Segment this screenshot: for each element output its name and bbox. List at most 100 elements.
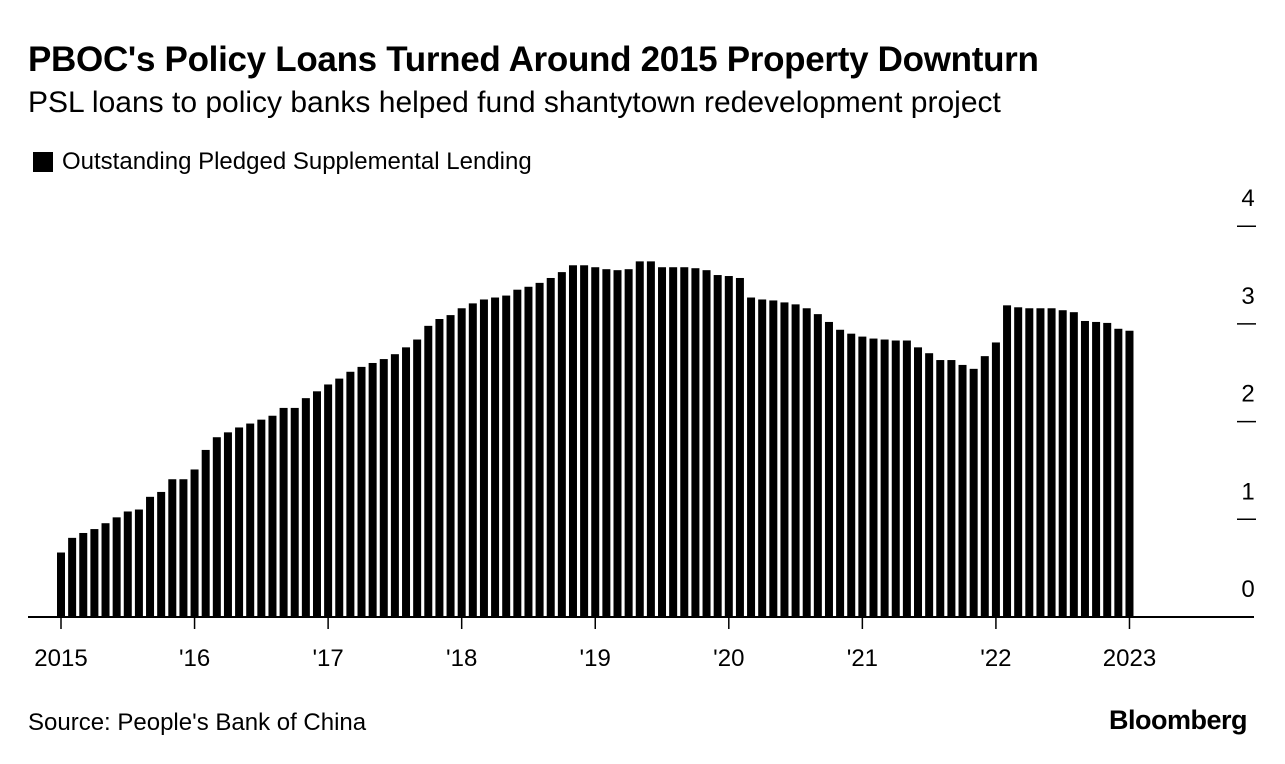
bar <box>112 517 121 617</box>
bar <box>402 347 411 617</box>
bar <box>424 325 433 617</box>
bar <box>858 336 867 617</box>
bar <box>824 321 833 617</box>
bar <box>613 270 622 617</box>
bar <box>1047 308 1056 617</box>
bar <box>691 268 700 617</box>
x-tick-label: 2015 <box>34 645 87 672</box>
x-tick-label: '19 <box>580 645 611 672</box>
y-tick-label: 3 <box>1241 283 1254 310</box>
bar <box>769 300 778 617</box>
bar <box>958 364 967 617</box>
x-tick-label: '16 <box>179 645 210 672</box>
bar <box>57 552 65 617</box>
bar <box>591 267 600 617</box>
bar <box>936 360 945 617</box>
bar <box>279 407 288 617</box>
bar <box>758 299 767 617</box>
bar <box>580 265 589 617</box>
x-tick-label: '17 <box>312 645 343 672</box>
bar <box>479 299 488 617</box>
bar <box>324 384 333 617</box>
bar <box>357 366 366 617</box>
bar <box>635 261 644 617</box>
bar <box>557 272 566 617</box>
bar <box>524 286 533 617</box>
bar <box>1114 328 1123 617</box>
bar <box>1092 321 1101 617</box>
bar <box>1069 312 1078 617</box>
source-note: Source: People's Bank of China <box>28 709 367 736</box>
bar <box>468 303 477 617</box>
bar <box>791 304 800 617</box>
bar <box>602 269 611 617</box>
bar <box>1003 305 1012 617</box>
bar <box>235 427 244 617</box>
bar <box>101 523 110 617</box>
bar <box>680 267 689 617</box>
bar <box>502 295 511 617</box>
bar <box>1014 307 1023 617</box>
bar <box>257 419 266 617</box>
y-tick-label: 0 <box>1241 576 1254 603</box>
bar <box>301 398 310 617</box>
bar <box>646 261 655 617</box>
bar <box>925 353 934 617</box>
bar <box>134 509 143 617</box>
bar <box>546 277 555 617</box>
bar <box>669 267 678 617</box>
bar <box>246 423 255 617</box>
bar <box>869 338 878 617</box>
bar <box>702 270 711 617</box>
bar <box>535 282 544 617</box>
bar <box>1058 310 1067 617</box>
legend: Outstanding Pledged Supplemental Lending <box>33 148 532 176</box>
bar <box>624 269 633 617</box>
bar <box>980 356 989 617</box>
bar <box>190 469 199 617</box>
x-tick-label: '20 <box>713 645 744 672</box>
bar <box>914 347 923 617</box>
bar <box>179 479 188 617</box>
bar <box>747 297 756 617</box>
bar <box>123 511 132 617</box>
bar <box>1080 320 1089 617</box>
bar <box>991 342 1000 617</box>
bar <box>157 491 166 617</box>
bar <box>90 529 99 617</box>
bar <box>335 378 344 617</box>
bar <box>658 267 667 617</box>
bar <box>413 339 422 617</box>
chart-title: PBOC's Policy Loans Turned Around 2015 P… <box>28 40 1039 79</box>
bar <box>379 359 388 617</box>
x-tick-label: '21 <box>847 645 878 672</box>
bar <box>346 371 355 617</box>
bloomberg-logo: Bloomberg <box>1108 705 1248 735</box>
chart-subtitle: PSL loans to policy banks helped fund sh… <box>28 86 1001 119</box>
bar <box>713 275 722 617</box>
bar <box>513 289 522 617</box>
bar <box>780 302 789 617</box>
bar <box>947 360 956 617</box>
bar <box>880 339 889 617</box>
bar <box>168 479 177 617</box>
y-tick-label: 2 <box>1241 381 1254 408</box>
bar <box>446 315 455 617</box>
bar <box>891 340 900 617</box>
bar <box>836 329 845 617</box>
x-tick-label: 2023 <box>1103 645 1156 672</box>
bar <box>724 276 733 617</box>
bar <box>491 297 500 617</box>
x-tick-label: '18 <box>446 645 477 672</box>
bar <box>969 368 978 617</box>
bar <box>212 437 221 617</box>
bar <box>390 354 399 617</box>
legend-label: Outstanding Pledged Supplemental Lending <box>62 148 532 175</box>
y-tick-label: 4 <box>1241 185 1254 212</box>
bar <box>146 496 155 617</box>
bar <box>457 308 466 617</box>
bar <box>312 391 321 617</box>
bar <box>201 449 210 617</box>
bar <box>435 319 444 617</box>
